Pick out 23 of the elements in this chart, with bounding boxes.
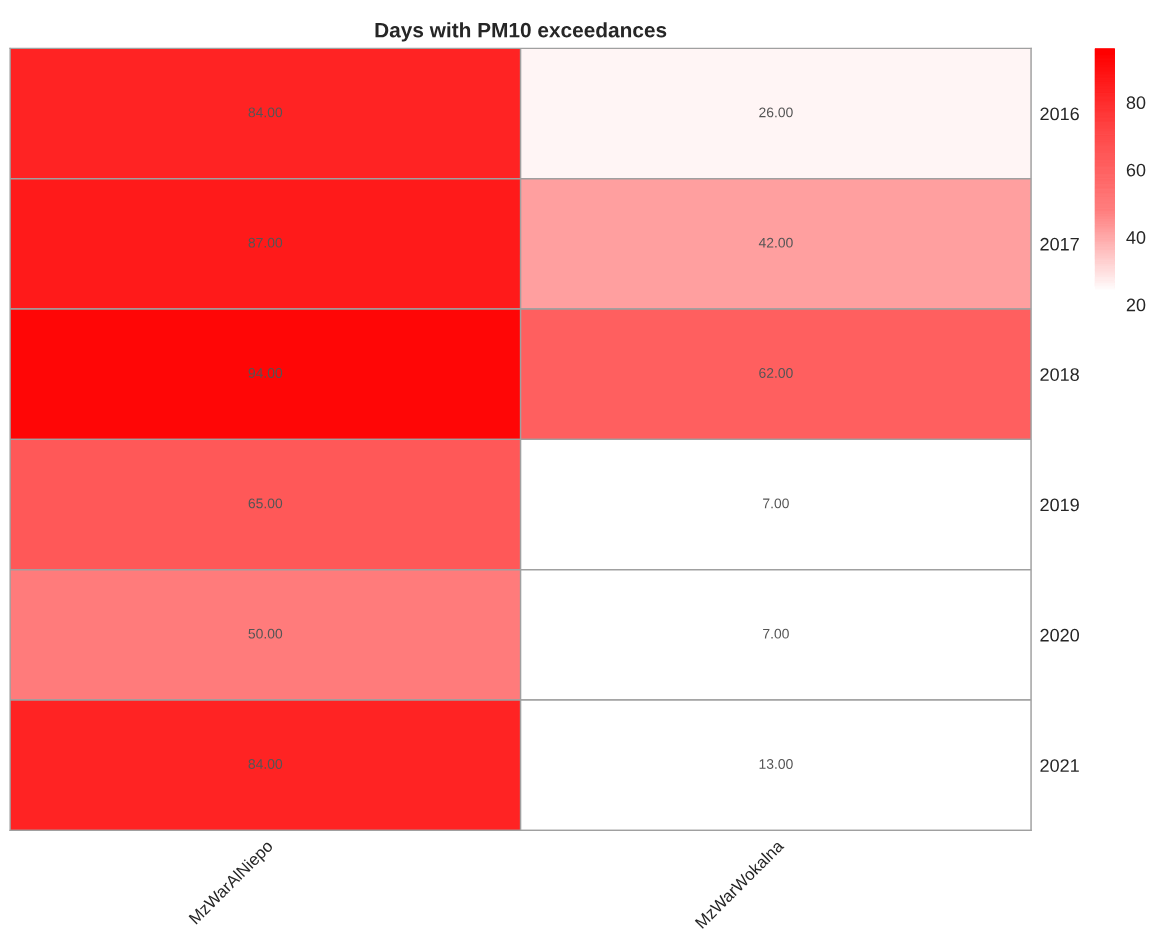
data-label: 50.00 xyxy=(248,628,283,639)
data-label: 7.00 xyxy=(763,498,789,509)
data-label: 94.00 xyxy=(248,368,283,378)
chart-title: Days with PM10 exceedances xyxy=(375,22,667,42)
data-label: 87.00 xyxy=(248,237,283,248)
data-label: 26.00 xyxy=(759,107,793,118)
data-label: 65.00 xyxy=(248,498,283,509)
color-bar-label: 60 xyxy=(1126,163,1146,177)
color-bar-label: 40 xyxy=(1126,231,1146,244)
y-tick-label: 2016 xyxy=(1040,107,1079,121)
data-label: 42.00 xyxy=(758,237,793,248)
y-tick-label: 2017 xyxy=(1040,237,1079,251)
y-tick-label: 2019 xyxy=(1040,498,1079,512)
data-label: 84.00 xyxy=(248,759,283,769)
color-bar-label: 20 xyxy=(1126,298,1146,312)
y-tick-label: 2021 xyxy=(1040,759,1079,772)
data-label: 7.00 xyxy=(763,628,789,639)
data-label: 13.00 xyxy=(759,759,793,769)
data-label: 84.00 xyxy=(248,107,283,118)
data-label: 62.00 xyxy=(759,368,793,378)
y-tick-label: 2020 xyxy=(1040,628,1079,642)
y-tick-label: 2018 xyxy=(1040,368,1079,381)
color-bar-label: 80 xyxy=(1126,96,1146,110)
